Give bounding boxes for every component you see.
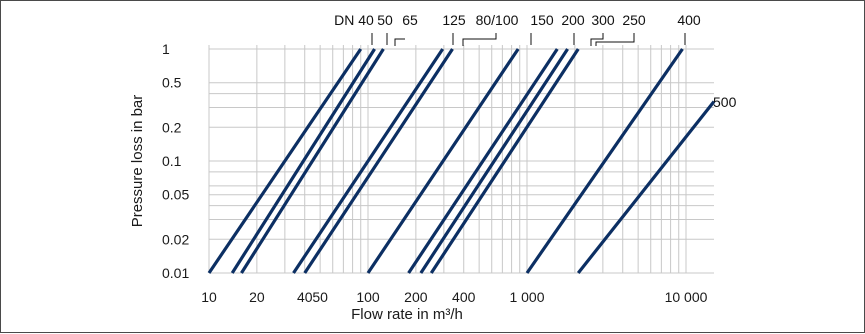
dn-label-top: 125 xyxy=(442,12,466,28)
y-tick-label: 0.5 xyxy=(162,75,182,91)
x-tick-labels: 10 20 40 50 100 200 400 1 000 10 000 xyxy=(201,289,707,305)
y-tick-label: 0.02 xyxy=(162,231,189,247)
x-tick-label: 1 000 xyxy=(509,289,544,305)
dn-curve-150 xyxy=(366,48,520,274)
dn-labels: DN 40 50 65 125 80/100 150 200 300 250 400 500 xyxy=(334,12,736,110)
y-tick-label: 0.2 xyxy=(162,119,182,135)
dn-curve-300 xyxy=(419,48,569,274)
y-tick-label: 1 xyxy=(162,41,170,57)
dn-curve-50 xyxy=(230,48,376,274)
dn-curve-500 xyxy=(576,100,716,274)
x-tick-label: 40 xyxy=(297,289,313,305)
y-axis-label: Pressure loss in bar xyxy=(129,95,146,228)
x-tick-label: 20 xyxy=(249,289,265,305)
y-tick-label: 0.1 xyxy=(162,153,182,169)
y-tick-label: 0.01 xyxy=(162,265,189,281)
dn-bracket-80-100 xyxy=(462,33,497,46)
x-tick-label: 10 000 xyxy=(665,289,708,305)
dn-bracket-250 xyxy=(595,33,635,46)
dn-label-top: 250 xyxy=(622,12,646,28)
dn-curve-65 xyxy=(240,48,385,274)
dn-label-top: 200 xyxy=(561,12,585,28)
dn-curves xyxy=(207,48,716,274)
x-tick-label: 100 xyxy=(356,289,380,305)
dn-curve-125 xyxy=(292,48,445,274)
dn-curve-250 xyxy=(429,48,580,274)
dn-label-top: 80/100 xyxy=(476,12,519,28)
y-tick-labels: 1 0.5 0.2 0.1 0.05 0.02 0.01 xyxy=(162,41,189,281)
dn-label-top: 65 xyxy=(402,12,418,28)
x-tick-label: 400 xyxy=(452,289,476,305)
dn-label-top: 400 xyxy=(677,12,701,28)
dn-label-top: 300 xyxy=(591,12,615,28)
x-tick-label: 50 xyxy=(312,289,328,305)
dn-curve-400 xyxy=(525,48,684,274)
x-tick-label: 10 xyxy=(201,289,217,305)
x-axis-label: Flow rate in m³/h xyxy=(351,306,463,323)
dn-curve-200 xyxy=(407,48,559,274)
dn-curve-40 xyxy=(207,48,363,274)
dn-label-top: 50 xyxy=(377,12,393,28)
dn-bracket-65 xyxy=(394,38,405,46)
dn-curve-80-100 xyxy=(303,48,454,274)
dn-label-right: 500 xyxy=(713,94,737,110)
dn-label-top: 150 xyxy=(530,12,554,28)
dn-label-top: DN 40 xyxy=(334,12,374,28)
x-tick-label: 200 xyxy=(404,289,428,305)
y-tick-label: 0.05 xyxy=(162,187,189,203)
dn-bracket-300 xyxy=(590,33,604,46)
